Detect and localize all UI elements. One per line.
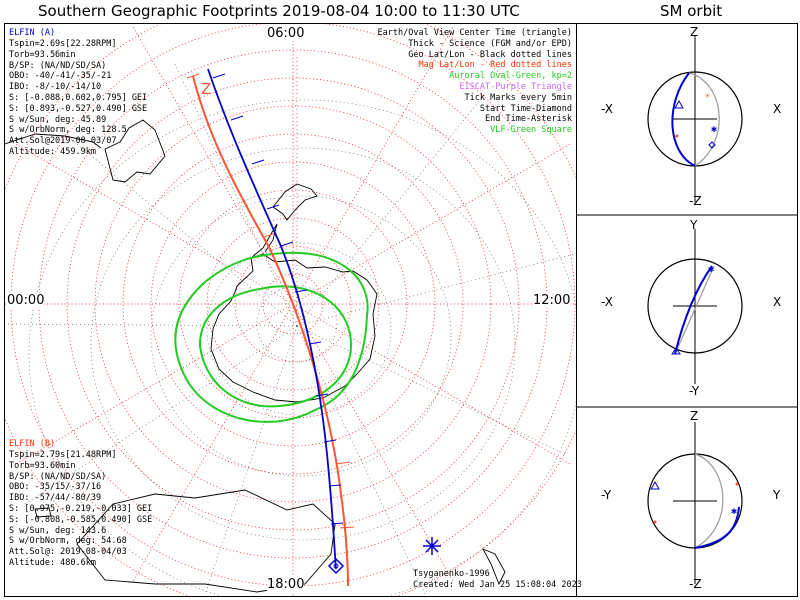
legend-item: Thick - Science (FGM and/or EPD) xyxy=(408,38,572,49)
sm-orbit-panels: ✳ ✱ ✱ ✱ Z -Z -X X xyxy=(577,23,798,597)
sm-axis-label: -Z xyxy=(689,577,702,591)
elfin-b-tick xyxy=(263,232,277,238)
elfin-a-tick xyxy=(212,73,226,79)
created-label: Created: Wed Jan 25 15:08:04 2023 xyxy=(413,580,582,590)
elfin-a-name: ELFIN (A) xyxy=(9,28,56,38)
sm-panel-xy: ✱ xyxy=(647,229,743,384)
legend-item: EISCAT-Purple Triangle xyxy=(459,81,572,92)
sm-axis-label: -X xyxy=(601,102,613,116)
sm-axis-label: -Y xyxy=(689,384,700,398)
elfin-b-track: Z xyxy=(186,73,355,587)
svg-text:✱: ✱ xyxy=(731,506,737,517)
sm-axis-label: Z xyxy=(690,25,699,39)
sm-orbit-a xyxy=(674,265,713,355)
kerguelen-outline xyxy=(34,507,52,518)
elfin-a-tick xyxy=(251,159,265,165)
elfin-b-name: ELFIN (B) xyxy=(9,439,56,449)
legend-item: Earth/Oval View Center Time (triangle) xyxy=(377,28,572,38)
elfin-a-tick xyxy=(323,439,337,443)
end-asterisk-marker xyxy=(423,537,441,555)
svg-text:✳: ✳ xyxy=(705,91,711,101)
elfin-a-tick xyxy=(266,204,280,210)
new-zealand-outline xyxy=(482,548,506,586)
sm-axis-label: -Y xyxy=(601,488,612,502)
clock-label-left: 00:00 xyxy=(7,293,45,308)
legend-item: Start Time-Diamond xyxy=(479,103,572,114)
clock-label-right: 12:00 xyxy=(533,293,571,308)
elfin-b-tick xyxy=(186,73,200,79)
svg-text:✱: ✱ xyxy=(711,124,717,135)
sm-orbit-b xyxy=(688,72,720,167)
elfin-a-tick xyxy=(328,484,342,487)
clock-label-top: 06:00 xyxy=(267,26,305,41)
elfin-a-info: Tspin=2.69s[22.28RPM] Torb=93.56min B/SP:… xyxy=(9,39,148,157)
auroral-ovals xyxy=(174,251,369,423)
elfin-a-track-line xyxy=(207,68,337,570)
elfin-a-tick xyxy=(280,241,294,247)
clock-label-bottom: 18:00 xyxy=(267,577,305,592)
model-label: Tsyganenko-1996 xyxy=(413,569,490,579)
south-africa-outline xyxy=(104,119,166,183)
sm-orbit-title: SM orbit xyxy=(660,2,723,20)
elfin-a-start-diamond-dot xyxy=(333,563,339,569)
sm-axis-label: X xyxy=(773,102,782,116)
sm-axis-label: X xyxy=(773,295,782,309)
map-legend: Earth/Oval View Center Time (triangle) T… xyxy=(378,28,572,136)
elfin-a-track xyxy=(207,68,345,575)
elfin-a-tick xyxy=(230,115,244,121)
legend-item: End Time-Asterisk xyxy=(485,114,572,125)
antarctica-outline xyxy=(210,253,378,403)
elfin-a-tick xyxy=(294,289,308,293)
sm-orbit-a xyxy=(694,506,740,549)
sm-axis-label: Y xyxy=(690,218,698,232)
geo-lon-grid xyxy=(5,54,576,595)
elfin-a-start-diamond xyxy=(327,557,345,575)
sm-axis-label: Z xyxy=(690,409,699,423)
geo-lat-grid xyxy=(28,99,576,596)
elfin-a-tick xyxy=(330,522,344,525)
page-title: Southern Geographic Footprints 2019-08-0… xyxy=(38,2,520,20)
elfin-a-tick xyxy=(315,393,329,397)
south-america-outline xyxy=(272,183,318,221)
elfin-b-start-marker: Z xyxy=(201,80,211,98)
legend-item: Geo Lat/Lon - Black dotted lines xyxy=(408,49,572,60)
legend-item: Mag Lat/Lon - Red dotted lines xyxy=(418,60,572,71)
sm-orbit-b xyxy=(694,453,724,549)
sm-axis-label: -X xyxy=(601,295,613,309)
sm-orbit-a xyxy=(671,72,696,167)
sm-orbit-b xyxy=(674,265,715,355)
auroral-oval-outer xyxy=(174,251,369,423)
legend-item: Tick Marks every 5min xyxy=(464,92,572,103)
legend-item: Auroral Oval-Green, kp=2 xyxy=(449,71,572,82)
elfin-b-tick xyxy=(335,461,351,465)
africa-coast-outline xyxy=(5,133,102,149)
svg-text:✱: ✱ xyxy=(708,264,714,275)
elfin-b-info: Tspin=2.79s[21.48RPM] Torb=93.60min B/SP:… xyxy=(9,450,153,568)
sm-panel-yz: ✱ xyxy=(647,422,743,584)
legend-item: VLF-Green Square xyxy=(490,125,572,136)
sm-axis-label: Y xyxy=(773,488,781,502)
sm-panel-xz: ✳ ✱ xyxy=(647,36,743,202)
sm-orbit-canvas: ✳ ✱ ✱ ✱ xyxy=(577,36,797,584)
elfin-a-tick xyxy=(308,341,322,345)
footprint-map: Z xyxy=(4,23,582,597)
elfin-b-track-line xyxy=(192,75,349,587)
auroral-oval-inner xyxy=(198,285,352,408)
sm-axis-label: -Z xyxy=(689,194,702,208)
elfin-b-tick xyxy=(339,526,355,529)
